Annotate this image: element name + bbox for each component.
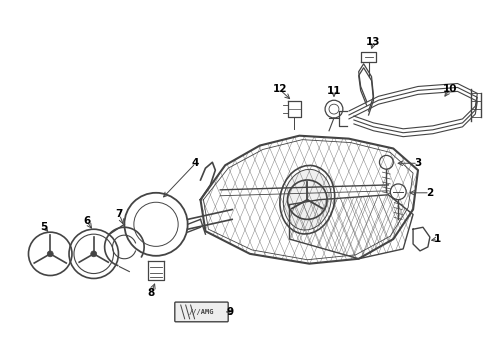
- Text: 3: 3: [413, 158, 421, 168]
- Text: 13: 13: [366, 37, 380, 47]
- Text: 2: 2: [426, 188, 432, 198]
- Text: 1: 1: [433, 234, 441, 244]
- Text: 11: 11: [326, 86, 341, 96]
- Text: 5: 5: [41, 222, 48, 232]
- Text: 8: 8: [147, 288, 154, 298]
- FancyBboxPatch shape: [174, 302, 228, 322]
- Text: ///AMG: ///AMG: [188, 309, 214, 315]
- Circle shape: [91, 251, 97, 257]
- Ellipse shape: [283, 169, 330, 230]
- Text: 6: 6: [83, 216, 90, 226]
- Text: 4: 4: [191, 158, 199, 168]
- Circle shape: [47, 251, 53, 257]
- Text: 7: 7: [116, 210, 123, 220]
- Text: 10: 10: [442, 84, 456, 94]
- Text: 9: 9: [226, 307, 233, 317]
- Text: 12: 12: [272, 84, 286, 94]
